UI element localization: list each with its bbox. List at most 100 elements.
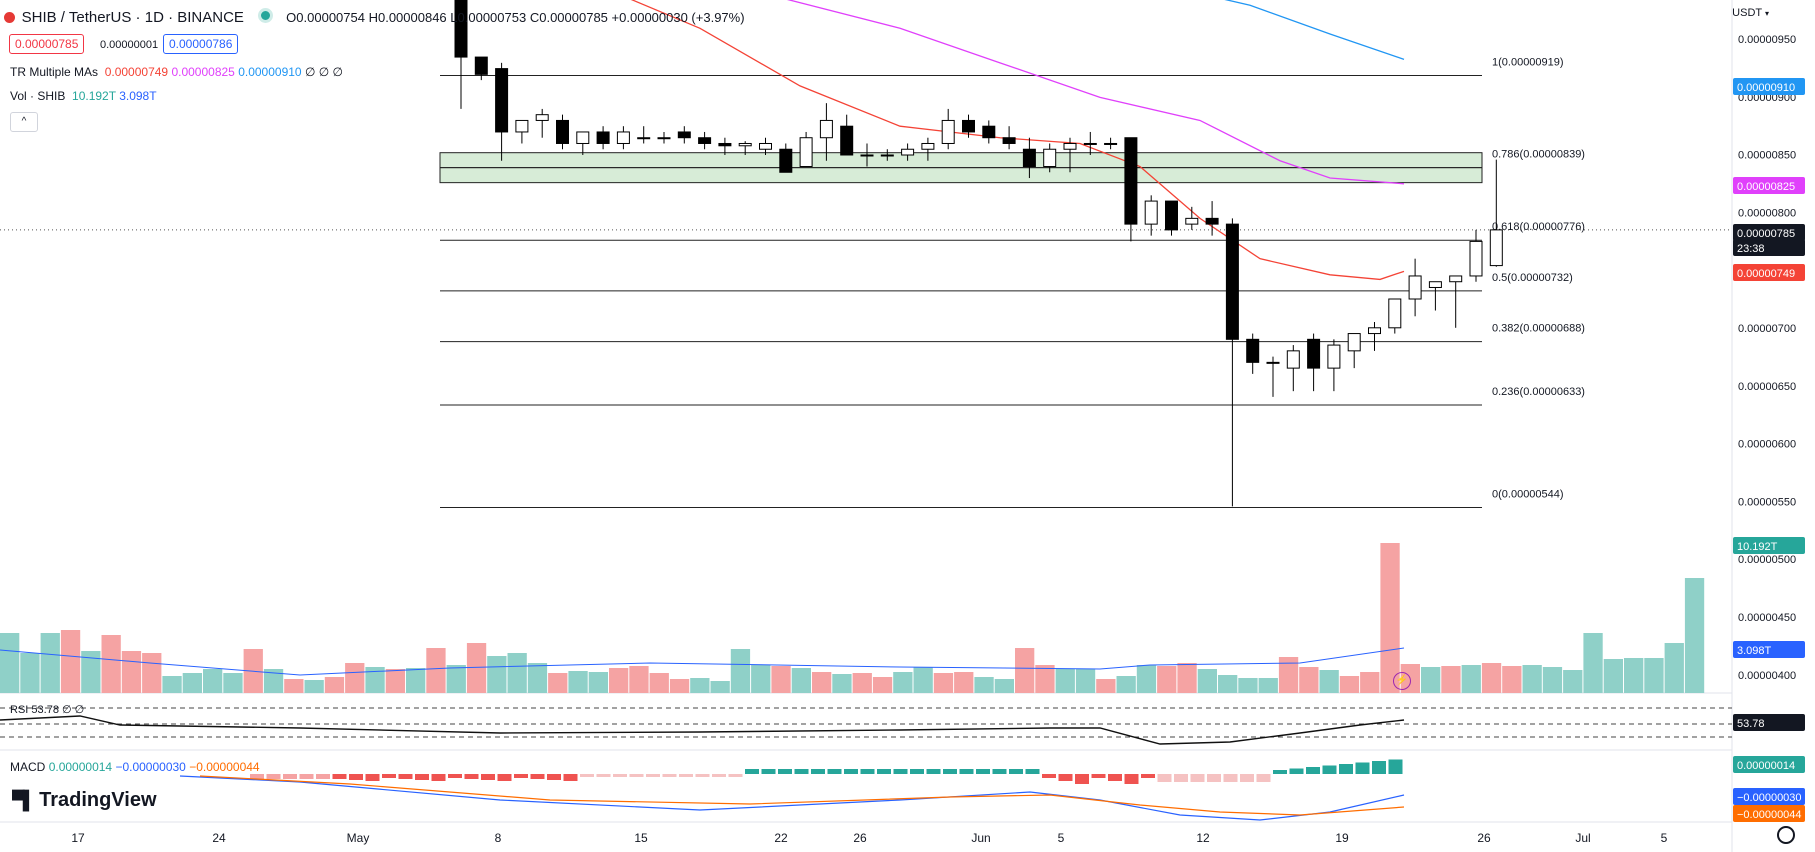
volume-bar bbox=[263, 669, 284, 693]
volume-bar bbox=[1177, 663, 1197, 693]
time-axis-label: 26 bbox=[1477, 831, 1491, 845]
macd-histogram-bar bbox=[1108, 774, 1122, 781]
volume-bar bbox=[994, 679, 1014, 693]
volume-bar bbox=[1055, 669, 1075, 693]
macd-histogram-bar bbox=[646, 774, 660, 777]
macd-histogram-bar bbox=[283, 774, 297, 779]
volume-bar bbox=[60, 630, 81, 693]
rsi-legend: RSI 53.78 ∅ ∅ bbox=[10, 703, 84, 716]
sell-button[interactable]: 0.00000785 bbox=[9, 34, 85, 54]
macd-histogram-bar bbox=[662, 774, 677, 777]
time-axis-label: 22 bbox=[774, 831, 788, 845]
ma1-line bbox=[630, 0, 1405, 281]
macd-histogram-bar bbox=[382, 774, 396, 778]
macd-histogram-bar bbox=[679, 774, 693, 777]
chevron-up-icon: ^ bbox=[21, 116, 27, 127]
candle-body bbox=[1307, 338, 1321, 369]
volume-bar bbox=[1299, 667, 1319, 693]
ma2-price-chip-bg bbox=[1733, 177, 1805, 194]
last-price-chip: 0.00000785 bbox=[1737, 228, 1795, 240]
macd-signal-chip: −0.00000030 bbox=[1737, 792, 1802, 804]
macd-histogram-bar bbox=[976, 769, 990, 774]
macd-histogram-bar bbox=[332, 774, 347, 779]
rsi-label[interactable]: RSI bbox=[10, 704, 29, 716]
volume-bar bbox=[223, 673, 243, 693]
macd-signal-line bbox=[199, 775, 1405, 816]
candle-body bbox=[556, 119, 569, 144]
candle-body bbox=[880, 154, 894, 157]
candle-body bbox=[1165, 200, 1178, 231]
lightning-icon[interactable]: ⚡ bbox=[1393, 672, 1411, 690]
macd-signal-value: −0.00000030 bbox=[115, 760, 186, 774]
volume-bar bbox=[162, 676, 182, 693]
candle-body bbox=[637, 137, 651, 140]
volume-bar bbox=[1522, 665, 1542, 693]
candle-body bbox=[1124, 137, 1138, 225]
candle-body bbox=[1246, 338, 1260, 363]
candle-body bbox=[738, 142, 752, 147]
currency-label: USDT bbox=[1732, 7, 1762, 19]
symbol-header: SHIB / TetherUS · 1D · BINANCE O0.000007… bbox=[4, 8, 745, 26]
volume-legend: Vol · SHIB 10.192T 3.098T bbox=[10, 89, 157, 103]
ma-label[interactable]: TR Multiple MAs bbox=[10, 65, 99, 79]
collapse-legend-button[interactable]: ^ bbox=[10, 112, 38, 132]
macd-histogram-bar bbox=[431, 774, 446, 781]
symbol-title[interactable]: SHIB / TetherUS · 1D · BINANCE bbox=[21, 9, 244, 26]
candle-body bbox=[1428, 281, 1442, 288]
buy-button[interactable]: 0.00000786 bbox=[163, 34, 239, 54]
macd-histogram-bar bbox=[1091, 774, 1106, 778]
candle-body bbox=[921, 142, 935, 150]
macd-histogram-bar bbox=[926, 769, 941, 774]
rsi-chip: 53.78 bbox=[1737, 718, 1765, 730]
candle-body bbox=[860, 154, 874, 157]
macd-histogram-bar bbox=[745, 769, 759, 774]
tradingview-logo[interactable]: ▀▌ TradingView bbox=[12, 789, 157, 812]
candle-body bbox=[982, 125, 996, 139]
volume-value: 10.192T bbox=[72, 89, 116, 103]
macd-value: 0.00000014 bbox=[48, 760, 113, 774]
volume-bar bbox=[669, 679, 690, 693]
candle-body bbox=[1368, 327, 1381, 335]
volume-bar bbox=[0, 633, 20, 693]
macd-histogram-bar bbox=[464, 774, 479, 779]
macd-histogram-bar bbox=[1042, 774, 1056, 778]
gear-icon[interactable] bbox=[1777, 826, 1795, 844]
volume-bar bbox=[345, 663, 365, 693]
volume-bar bbox=[852, 673, 872, 693]
macd-label[interactable]: MACD bbox=[10, 760, 46, 774]
candle-body bbox=[1205, 217, 1219, 225]
candle-body bbox=[759, 142, 772, 150]
volume-chip-bg bbox=[1733, 537, 1805, 554]
macd-histogram-bar bbox=[992, 769, 1007, 774]
currency-selector[interactable]: USDT ▾ bbox=[1732, 7, 1769, 19]
market-status-icon bbox=[257, 8, 273, 23]
candle-body bbox=[1144, 200, 1158, 225]
volume-bar bbox=[1157, 666, 1177, 693]
volume-bar bbox=[812, 672, 832, 693]
volume-bar bbox=[1319, 670, 1339, 693]
macd-histogram-bar bbox=[1322, 765, 1337, 774]
countdown-chip-bg bbox=[1733, 239, 1805, 256]
volume-bar bbox=[751, 665, 771, 693]
macd-histogram-bar bbox=[1289, 768, 1304, 774]
price-tick-label: 0.00000800 bbox=[1738, 207, 1796, 219]
candle-body bbox=[657, 137, 671, 140]
volume-label[interactable]: Vol · SHIB bbox=[10, 89, 66, 103]
volume-bar bbox=[426, 648, 446, 693]
fib-level-label: 0.382(0.00000688) bbox=[1492, 323, 1585, 335]
candle-body bbox=[1408, 275, 1422, 300]
macd-histogram-bar bbox=[1306, 767, 1320, 774]
macd-histogram-bar bbox=[266, 774, 281, 779]
candle-body bbox=[1043, 148, 1057, 168]
volume-bar bbox=[1116, 676, 1136, 693]
volume-bar bbox=[1583, 633, 1603, 693]
time-axis-label: 19 bbox=[1335, 831, 1349, 845]
ma-legend: TR Multiple MAs 0.00000749 0.00000825 0.… bbox=[10, 65, 343, 79]
volume-bar bbox=[893, 672, 913, 693]
volume-bar bbox=[1624, 658, 1644, 693]
volume-bar bbox=[791, 668, 811, 693]
volume-bar bbox=[1339, 676, 1360, 693]
volume-bar bbox=[324, 677, 345, 693]
macd-histogram-bar bbox=[877, 769, 891, 774]
